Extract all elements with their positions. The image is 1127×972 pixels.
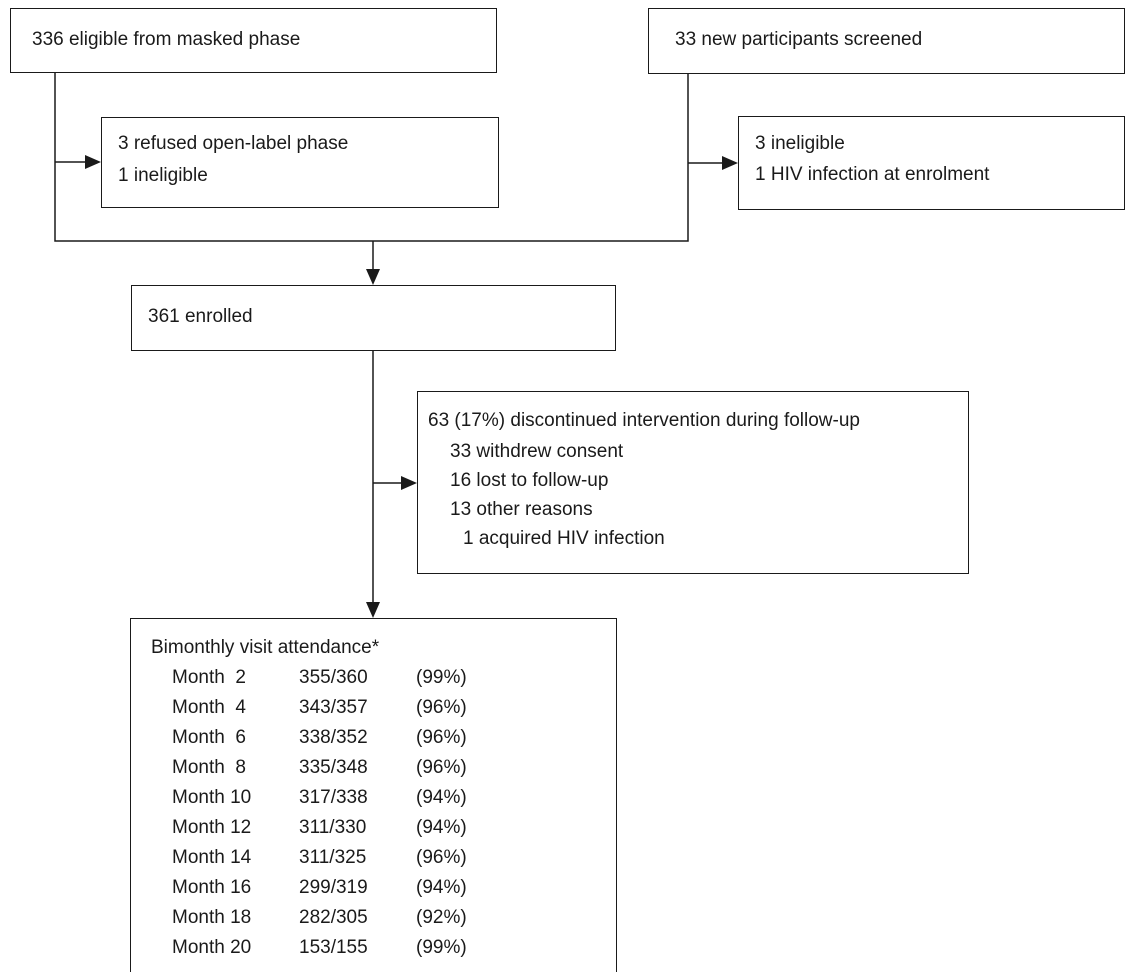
- attendance-count: 153/155: [299, 937, 368, 958]
- attendance-month: Month 4: [172, 697, 246, 718]
- attendance-month: Month 10: [172, 787, 252, 808]
- excluded-right-box: 3 ineligible 1 HIV infection at enrolmen…: [738, 116, 1125, 210]
- attendance-title: Bimonthly visit attendance*: [151, 637, 380, 658]
- discontinued-box: 63 (17%) discontinued intervention durin…: [417, 391, 969, 574]
- arrowhead-enrolled: [366, 269, 380, 285]
- attendance-percent: (96%): [416, 847, 467, 868]
- attendance-row: Month 6 338/352 (96%): [131, 727, 551, 757]
- attendance-month: Month 16: [172, 877, 252, 898]
- arrowhead-left-exclusion: [85, 155, 101, 169]
- attendance-row: Month 18 282/305 (92%): [131, 907, 551, 937]
- attendance-row: Month 10 317/338 (94%): [131, 787, 551, 817]
- excluded-left-line-2: 1 ineligible: [118, 165, 208, 186]
- attendance-box: Bimonthly visit attendance* Month 2 355/3…: [130, 618, 617, 972]
- attendance-count: 355/360: [299, 667, 368, 688]
- attendance-count: 282/305: [299, 907, 368, 928]
- attendance-row: Month 12 311/330 (94%): [131, 817, 551, 847]
- discontinued-title: 63 (17%) discontinued intervention durin…: [428, 410, 860, 431]
- attendance-count: 335/348: [299, 757, 368, 778]
- attendance-count: 311/330: [299, 817, 367, 838]
- arrowhead-discontinued: [401, 476, 417, 490]
- attendance-row: Month 14 311/325 (96%): [131, 847, 551, 877]
- attendance-month: Month 8: [172, 757, 246, 778]
- attendance-count: 311/325: [299, 847, 367, 868]
- excluded-right-line-1: 3 ineligible: [755, 133, 845, 154]
- attendance-percent: (96%): [416, 727, 467, 748]
- attendance-row: Month 16 299/319 (94%): [131, 877, 551, 907]
- attendance-percent: (94%): [416, 787, 467, 808]
- attendance-month: Month 20: [172, 937, 252, 958]
- attendance-percent: (99%): [416, 937, 467, 958]
- attendance-month: Month 6: [172, 727, 246, 748]
- attendance-percent: (96%): [416, 757, 467, 778]
- eligible-masked-box: 336 eligible from masked phase: [10, 8, 497, 73]
- new-screened-box: 33 new participants screened: [648, 8, 1125, 74]
- attendance-percent: (99%): [416, 667, 467, 688]
- attendance-count: 338/352: [299, 727, 368, 748]
- new-screened-text: 33 new participants screened: [675, 29, 923, 50]
- discontinued-item: 16 lost to follow-up: [450, 470, 609, 491]
- attendance-count: 343/357: [299, 697, 368, 718]
- attendance-month: Month 18: [172, 907, 252, 928]
- attendance-row: Month 8 335/348 (96%): [131, 757, 551, 787]
- excluded-left-box: 3 refused open-label phase 1 ineligible: [101, 117, 499, 208]
- attendance-percent: (94%): [416, 877, 467, 898]
- attendance-row: Month 4 343/357 (96%): [131, 697, 551, 727]
- attendance-percent: (94%): [416, 817, 467, 838]
- discontinued-subitem: 1 acquired HIV infection: [463, 528, 665, 549]
- discontinued-item: 13 other reasons: [450, 499, 593, 520]
- attendance-count: 299/319: [299, 877, 368, 898]
- discontinued-item: 33 withdrew consent: [450, 441, 624, 462]
- attendance-month: Month 2: [172, 667, 246, 688]
- attendance-percent: (96%): [416, 697, 467, 718]
- excluded-right-line-2: 1 HIV infection at enrolment: [755, 164, 990, 185]
- enrolled-text: 361 enrolled: [148, 306, 253, 327]
- attendance-month: Month 14: [172, 847, 252, 868]
- eligible-masked-text: 336 eligible from masked phase: [32, 29, 301, 50]
- attendance-percent: (92%): [416, 907, 467, 928]
- enrolled-box: 361 enrolled: [131, 285, 616, 351]
- attendance-row: Month 2 355/360 (99%): [131, 667, 551, 697]
- attendance-count: 317/338: [299, 787, 368, 808]
- arrowhead-attendance: [366, 602, 380, 618]
- arrowhead-right-exclusion: [722, 156, 738, 170]
- excluded-left-line-1: 3 refused open-label phase: [118, 133, 349, 154]
- attendance-month: Month 12: [172, 817, 252, 838]
- attendance-row: Month 20 153/155 (99%): [131, 937, 551, 967]
